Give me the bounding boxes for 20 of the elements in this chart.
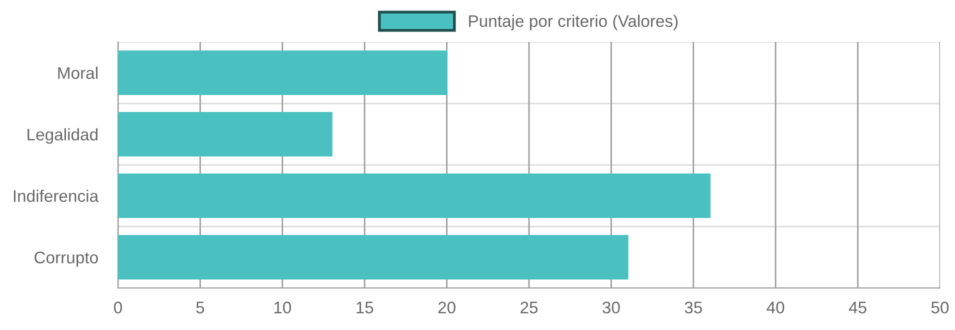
y-tick-label: Corrupto (34, 252, 98, 267)
x-tick-label: 45 (848, 302, 866, 314)
x-tick-label: 20 (438, 302, 456, 314)
legend-label: Puntaje por criterio (Valores) (469, 14, 678, 30)
x-tick-label: 10 (274, 302, 292, 314)
x-tick-label: 40 (766, 302, 784, 314)
x-tick-label: 35 (684, 302, 702, 314)
x-tick-label: 5 (196, 302, 204, 314)
x-tick-label: 30 (602, 302, 620, 314)
x-tick-label: 25 (520, 302, 538, 314)
y-tick-label: Legalidad (28, 128, 98, 144)
x-tick-label: 50 (931, 302, 949, 314)
bar (118, 235, 628, 280)
y-tick-label: Indiferencia (14, 190, 99, 202)
x-tick-label: 15 (356, 302, 374, 314)
y-tick-label: Moral (58, 66, 98, 79)
bar (118, 174, 711, 218)
bar (118, 112, 332, 156)
bar (118, 50, 448, 95)
x-tick-label: 0 (114, 302, 122, 314)
